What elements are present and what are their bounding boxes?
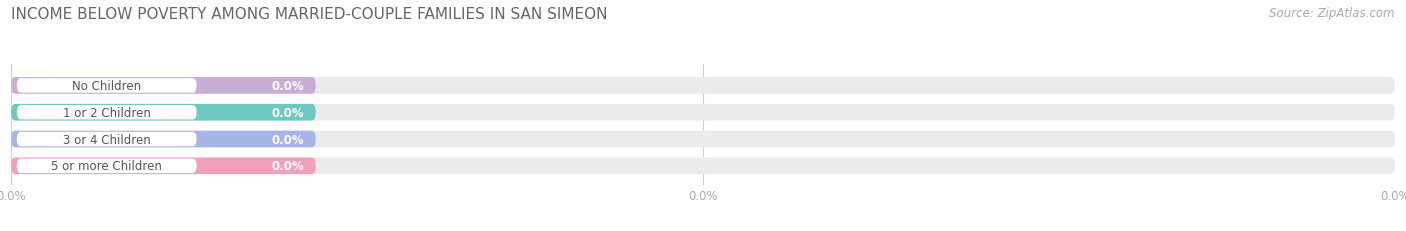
Text: No Children: No Children	[72, 79, 141, 92]
FancyBboxPatch shape	[11, 131, 1395, 148]
Text: INCOME BELOW POVERTY AMONG MARRIED-COUPLE FAMILIES IN SAN SIMEON: INCOME BELOW POVERTY AMONG MARRIED-COUPL…	[11, 7, 607, 22]
FancyBboxPatch shape	[11, 158, 315, 174]
Text: 0.0%: 0.0%	[271, 79, 305, 92]
FancyBboxPatch shape	[11, 78, 315, 94]
FancyBboxPatch shape	[11, 158, 1395, 174]
Text: 0.0%: 0.0%	[271, 106, 305, 119]
FancyBboxPatch shape	[17, 132, 197, 147]
Text: 3 or 4 Children: 3 or 4 Children	[63, 133, 150, 146]
FancyBboxPatch shape	[17, 159, 197, 173]
Text: Source: ZipAtlas.com: Source: ZipAtlas.com	[1270, 7, 1395, 20]
Text: 0.0%: 0.0%	[271, 160, 305, 173]
Text: 1 or 2 Children: 1 or 2 Children	[63, 106, 150, 119]
FancyBboxPatch shape	[11, 131, 315, 148]
FancyBboxPatch shape	[17, 106, 197, 120]
Text: 5 or more Children: 5 or more Children	[51, 160, 162, 173]
FancyBboxPatch shape	[17, 79, 197, 93]
FancyBboxPatch shape	[11, 104, 315, 121]
FancyBboxPatch shape	[11, 78, 1395, 94]
FancyBboxPatch shape	[11, 104, 1395, 121]
Text: 0.0%: 0.0%	[271, 133, 305, 146]
